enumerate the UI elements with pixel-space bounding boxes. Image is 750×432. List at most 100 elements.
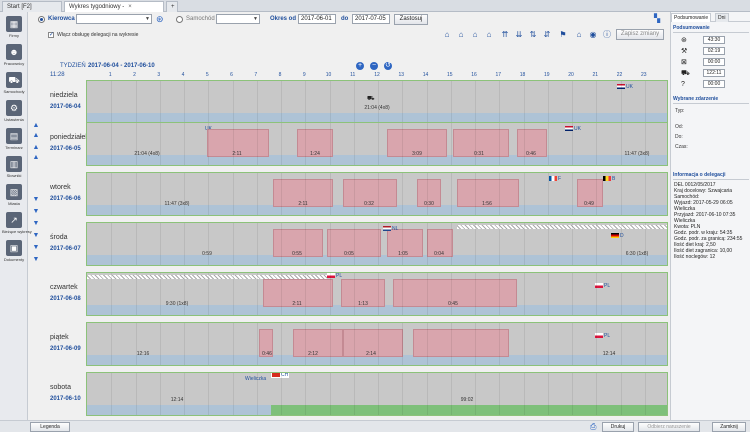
- scroll-up-icon[interactable]: ▲: [32, 144, 40, 151]
- vehicle-radio[interactable]: [176, 16, 183, 23]
- hour-gridline: [232, 81, 234, 123]
- apply-button[interactable]: Zastosuj: [394, 14, 428, 25]
- scroll-up-icon[interactable]: ▲: [32, 132, 40, 139]
- scroll-down-icon[interactable]: ▼: [32, 244, 40, 251]
- sidebar-item-cities[interactable]: ▧ Miasta: [2, 184, 26, 212]
- sidebar-item-firms[interactable]: ▦ Firmy: [2, 16, 26, 44]
- remove-violation-button[interactable]: Odbierz naruszenie: [638, 422, 700, 432]
- print-button[interactable]: Drukuj: [602, 422, 634, 432]
- home-start-icon[interactable]: ⌂: [458, 30, 464, 39]
- info-icon[interactable]: ⓘ: [603, 30, 611, 39]
- driver-details-icon[interactable]: ⊛: [156, 14, 164, 24]
- driving-block[interactable]: [517, 129, 547, 157]
- driving-block[interactable]: [207, 129, 269, 157]
- hour-gridline: [353, 81, 355, 123]
- vehicle-select[interactable]: ▼: [216, 14, 260, 24]
- day-track[interactable]: 12:14 Wieliczka CH 99:02: [86, 372, 668, 416]
- driving-block[interactable]: [427, 229, 453, 257]
- driving-block[interactable]: [273, 179, 333, 207]
- driving-block[interactable]: [259, 329, 273, 357]
- hour-tick-label: 1: [108, 72, 112, 78]
- period-to-input[interactable]: 2017-07-05: [352, 14, 390, 24]
- delegation-checkbox[interactable]: [48, 31, 54, 38]
- day-track[interactable]: 0:59 0:55 0:05 1:05 0:04 6:30 (1x8) NL D: [86, 222, 668, 266]
- driver-radio[interactable]: [38, 16, 45, 23]
- driving-block[interactable]: [387, 229, 423, 257]
- sidebar-item-dictionaries[interactable]: ▥ Słowniki: [2, 156, 26, 184]
- sidebar-item-employees[interactable]: ☻ Pracownicy: [2, 44, 26, 72]
- day-track[interactable]: 12:16 0:46 2:12 2:14 12:14 PL: [86, 322, 668, 366]
- period-from-input[interactable]: 2017-06-01: [298, 14, 336, 24]
- close-button[interactable]: Zamknij: [712, 422, 746, 432]
- home-icon[interactable]: ⌂: [444, 30, 450, 39]
- driving-block[interactable]: [387, 129, 447, 157]
- scroll-down-icon[interactable]: ▼: [32, 220, 40, 227]
- filter-icon[interactable]: ⇵: [543, 30, 551, 39]
- driving-block[interactable]: [393, 279, 517, 307]
- driving-block[interactable]: [343, 179, 397, 207]
- driving-block[interactable]: [577, 179, 603, 207]
- tab-start[interactable]: Start [F2]: [2, 1, 62, 12]
- scroll-up-icon[interactable]: ▲: [32, 122, 40, 129]
- driving-block[interactable]: [413, 329, 509, 357]
- driving-block[interactable]: [417, 179, 441, 207]
- settings-chart-icon[interactable]: ▚: [654, 14, 661, 23]
- day-track[interactable]: 9:30 (1x8) 2:11 1:13 0:45 PL PL: [86, 272, 668, 316]
- driving-block[interactable]: [273, 229, 323, 257]
- sidebar-item-calendar[interactable]: ▤ Terminarz: [2, 128, 26, 156]
- align-bottom-icon[interactable]: ⇊: [515, 30, 523, 39]
- tab-days[interactable]: Dni: [715, 13, 729, 22]
- save-changes-button[interactable]: Zapisz zmiany: [616, 29, 664, 40]
- zoom-in-icon[interactable]: +: [356, 62, 364, 70]
- sidebar-item-settings[interactable]: ⚙ Ustawienia: [2, 100, 26, 128]
- hour-tick-label: 8: [278, 72, 282, 78]
- driving-block[interactable]: [457, 179, 519, 207]
- delegation-hatch: [457, 225, 667, 229]
- sidebar-item-charts[interactable]: ↗ Bieżące wykresy: [2, 212, 32, 240]
- align-top-icon[interactable]: ⇈: [501, 30, 509, 39]
- plus-icon: +: [171, 4, 175, 10]
- tab-weekly-chart[interactable]: Wykres tygodniowy - ×: [64, 1, 164, 12]
- legend-button[interactable]: Legenda: [30, 422, 70, 432]
- sidebar-item-vehicles[interactable]: ⛟ Samochody: [2, 72, 26, 100]
- scroll-down-icon[interactable]: ▼: [32, 196, 40, 203]
- day-scroll-arrows: ▲ ▲ ▲ ▲ ▼ ▼ ▼ ▼ ▼ ▼: [30, 72, 42, 420]
- hour-gridline: [402, 173, 404, 215]
- scroll-down-icon[interactable]: ▼: [32, 256, 40, 263]
- driving-block[interactable]: [293, 329, 343, 357]
- home-lock-icon[interactable]: ⌂: [576, 30, 582, 39]
- day-track[interactable]: 11:47 (3x8) 2:11 0:32 0:30 1:56 0:49 F B: [86, 172, 668, 216]
- zoom-out-icon[interactable]: −: [370, 62, 378, 70]
- scroll-up-icon[interactable]: ▲: [32, 154, 40, 161]
- sidebar-item-label: Miasta: [8, 201, 20, 206]
- scroll-down-icon[interactable]: ▼: [32, 232, 40, 239]
- home-cross-icon[interactable]: ⌂: [486, 30, 492, 39]
- bed-icon: ⛟: [681, 70, 690, 77]
- hour-gridline: [499, 123, 501, 165]
- driving-block[interactable]: [327, 229, 381, 257]
- driver-select[interactable]: ▼: [76, 14, 152, 24]
- hour-tick-label: 12: [374, 72, 380, 78]
- hour-tick-label: 9: [302, 72, 306, 78]
- hour-gridline: [620, 373, 622, 415]
- scroll-down-icon[interactable]: ▼: [32, 208, 40, 215]
- day-track[interactable]: ⛟ 21:04 (4x8) UK: [86, 80, 668, 124]
- hour-tick-label: 6: [230, 72, 233, 78]
- swap-icon[interactable]: ⇅: [529, 30, 537, 39]
- driving-block[interactable]: [341, 279, 385, 307]
- driving-block[interactable]: [263, 279, 333, 307]
- driving-block[interactable]: [453, 129, 509, 157]
- driving-block[interactable]: [343, 329, 403, 357]
- camera-icon[interactable]: ◉: [589, 30, 597, 39]
- home-end-icon[interactable]: ⌂: [472, 30, 478, 39]
- tab-summary[interactable]: Podsumowanie: [671, 13, 712, 22]
- question-icon: ?: [681, 81, 685, 88]
- close-icon[interactable]: ×: [128, 4, 132, 10]
- zoom-reset-icon[interactable]: ↺: [384, 62, 392, 70]
- sidebar-item-documents[interactable]: ▣ Dokumenty: [2, 240, 26, 268]
- day-track[interactable]: UK 21:04 (4x8) 2:11 1:24 3:09 0:31 0:46 …: [86, 122, 668, 166]
- hour-tick-label: 20: [568, 72, 574, 78]
- tab-add[interactable]: +: [166, 1, 178, 12]
- flag-icon[interactable]: ⚑: [559, 30, 567, 39]
- driving-block[interactable]: [297, 129, 333, 157]
